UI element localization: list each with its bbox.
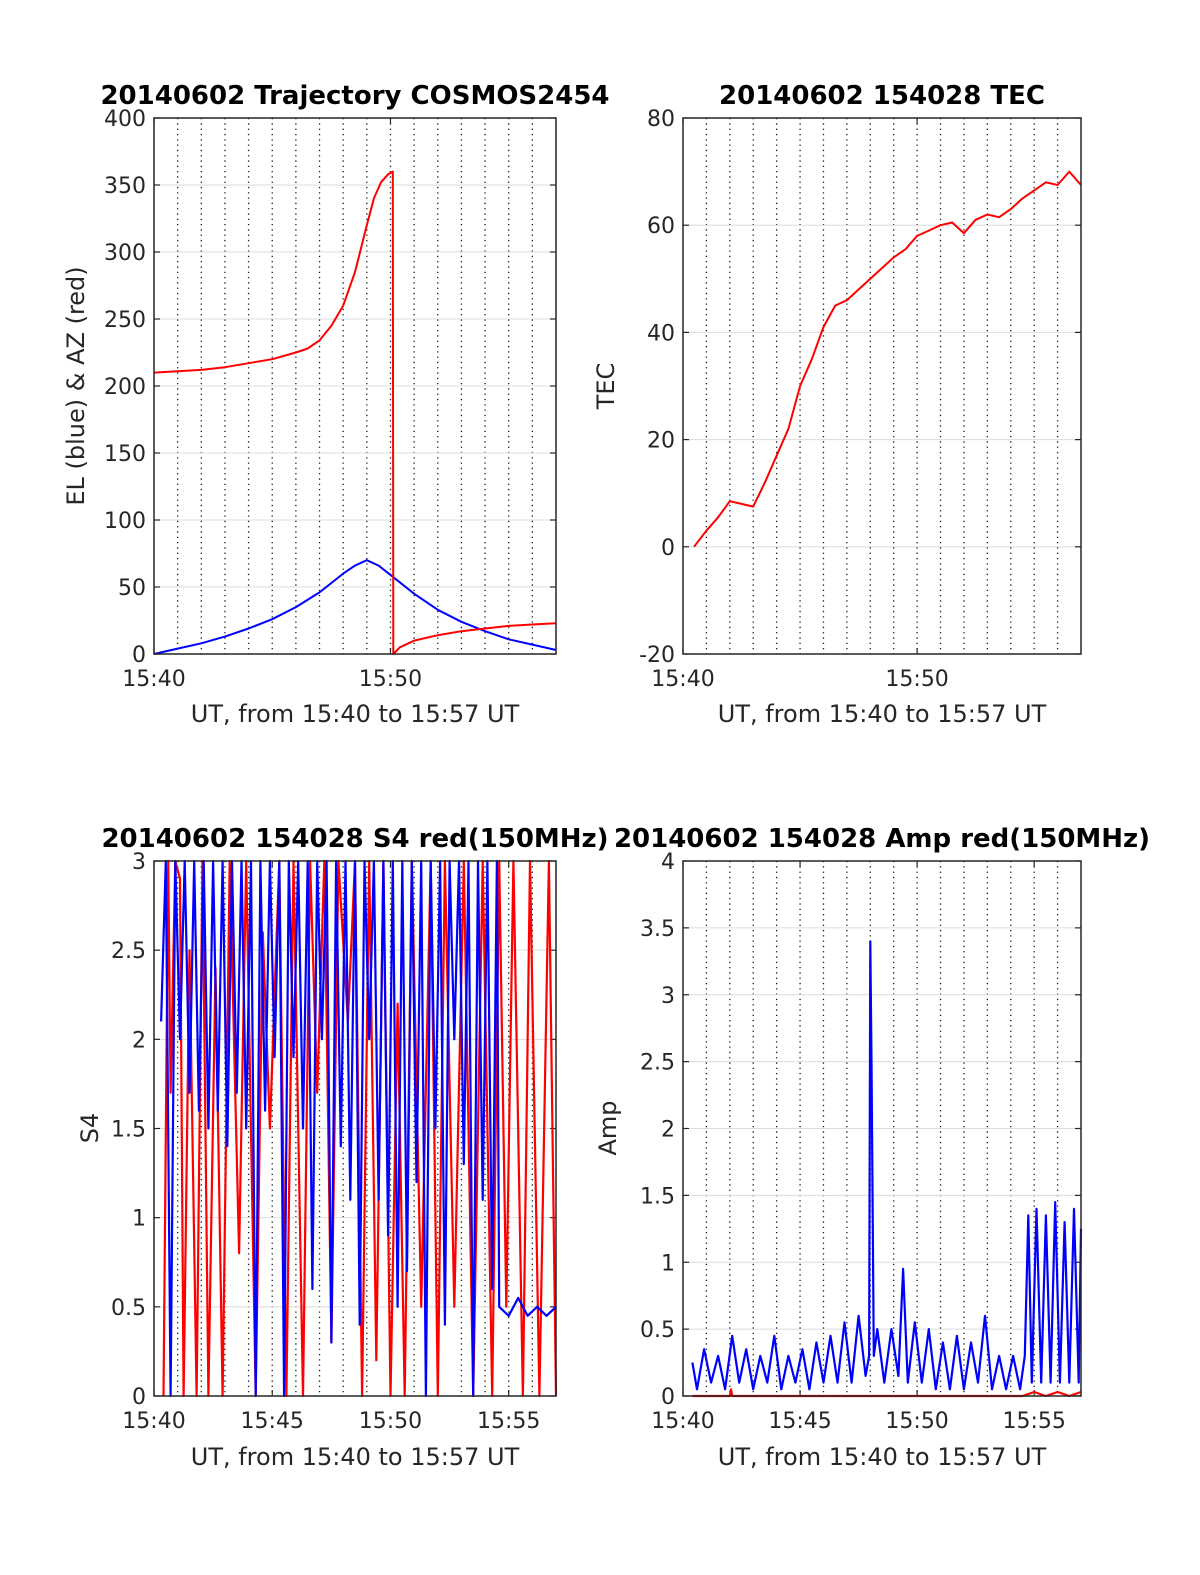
- s4-title: 20140602 154028 S4 red(150MHz): [101, 824, 608, 854]
- amp-series: [691, 940, 1083, 1398]
- amp-ylabel: Amp: [594, 1100, 622, 1155]
- tec-ylabel: TEC: [592, 363, 620, 411]
- s4-ytick-label: 1.5: [111, 1118, 146, 1143]
- tec-xlabel: UT, from 15:40 to 15:57 UT: [718, 700, 1047, 728]
- amp-series-blue-line: [691, 940, 1083, 1391]
- amp-xtick-label: 15:45: [768, 1409, 831, 1434]
- s4-ytick-label: 2: [132, 1028, 146, 1053]
- s4-axes-box: [153, 860, 557, 1397]
- tec-ytick-label: 80: [647, 107, 675, 132]
- trajectory-ytick-label: 250: [104, 308, 146, 333]
- tec-ytick-label: 60: [647, 214, 675, 239]
- s4-xtick-label: 15:40: [122, 1409, 185, 1434]
- trajectory-xtick-label: 15:40: [122, 667, 185, 692]
- s4-ytick-label: 0.5: [111, 1296, 146, 1321]
- trajectory-ytick-label: 50: [118, 576, 146, 601]
- amp-title: 20140602 154028 Amp red(150MHz): [614, 824, 1150, 854]
- tec-title: 20140602 154028 TEC: [719, 81, 1045, 111]
- s4-panel: 20140602 154028 S4 red(150MHz) 0 0.5 1 1.5 2…: [76, 824, 609, 1471]
- tec-xtick-label: 15:40: [651, 667, 714, 692]
- s4-xlabel: UT, from 15:40 to 15:57 UT: [191, 1443, 520, 1471]
- amp-ytick-label: 4: [661, 850, 675, 875]
- trajectory-axes-box: [153, 117, 557, 655]
- trajectory-grid: [153, 117, 556, 655]
- tec-tick-labels: -20 0 20 40 60 80 15:40 15:50: [639, 107, 949, 692]
- trajectory-series: [153, 170, 557, 655]
- trajectory-xlabel: UT, from 15:40 to 15:57 UT: [191, 700, 520, 728]
- trajectory-ytick-label: 200: [104, 375, 146, 400]
- trajectory-ytick-label: 300: [104, 241, 146, 266]
- trajectory-ytick-label: 400: [104, 107, 146, 132]
- s4-ytick-label: 0: [132, 1385, 146, 1410]
- trajectory-ytick-label: 0: [132, 643, 146, 668]
- amp-grid: [682, 860, 1081, 1397]
- amp-ytick-label: 2.5: [640, 1051, 675, 1076]
- amp-ytick-label: 2: [661, 1118, 675, 1143]
- amp-ytick-label: 0.5: [640, 1318, 675, 1343]
- amp-xtick-label: 15:40: [651, 1409, 714, 1434]
- amp-ytick-label: 1.5: [640, 1184, 675, 1209]
- s4-ytick-label: 2.5: [111, 939, 146, 964]
- trajectory-ytick-label: 150: [104, 442, 146, 467]
- tec-ytick-label: 0: [661, 536, 675, 561]
- amp-ytick-label: 1: [661, 1251, 675, 1276]
- s4-ytick-label: 3: [132, 850, 146, 875]
- s4-tick-labels: 0 0.5 1 1.5 2 2.5 3 15:40 15:45 15:50 15:55: [111, 850, 540, 1434]
- amp-ytick-label: 3.5: [640, 917, 675, 942]
- amp-xtick-label: 15:50: [885, 1409, 948, 1434]
- tec-grid: [682, 117, 1081, 655]
- amp-xlabel: UT, from 15:40 to 15:57 UT: [718, 1443, 1047, 1471]
- tec-panel: 20140602 154028 TEC -20 0 20 40 60 80 15:40 15:…: [592, 81, 1082, 728]
- s4-ytick-label: 1: [132, 1207, 146, 1232]
- s4-ylabel: S4: [76, 1113, 104, 1144]
- tec-ytick-label: 20: [647, 429, 675, 454]
- trajectory-xtick-label: 15:50: [359, 667, 422, 692]
- tec-series: [693, 170, 1082, 548]
- trajectory-series-blue-line: [153, 559, 557, 655]
- tec-ytick-label: 40: [647, 321, 675, 346]
- amp-tick-labels: 0 0.5 1 1.5 2 2.5 3 3.5 4 15:40 15:45 15:50 15:55: [640, 850, 1066, 1434]
- s4-xtick-label: 15:50: [359, 1409, 422, 1434]
- amp-series-red-line: [692, 1388, 1082, 1398]
- s4-xtick-label: 15:45: [241, 1409, 304, 1434]
- trajectory-ylabel: EL (blue) & AZ (red): [62, 266, 90, 505]
- tec-xtick-label: 15:50: [885, 667, 948, 692]
- tec-series-red-line: [693, 170, 1082, 548]
- trajectory-ytick-label: 100: [104, 509, 146, 534]
- trajectory-title: 20140602 Trajectory COSMOS2454: [100, 81, 609, 111]
- tec-ytick-label: -20: [639, 643, 675, 668]
- amp-ytick-label: 3: [661, 984, 675, 1009]
- amp-panel: 20140602 154028 Amp red(150MHz) 0 0.5 1 1.5…: [594, 824, 1150, 1471]
- trajectory-series-red-line: [153, 170, 557, 655]
- tec-axes-box: [682, 117, 1082, 655]
- trajectory-panel: 20140602 Trajectory COSMOS2454 0 50 100 150…: [62, 81, 610, 728]
- trajectory-ytick-label: 350: [104, 174, 146, 199]
- amp-axes-box: [682, 860, 1082, 1397]
- s4-xtick-label: 15:55: [477, 1409, 540, 1434]
- amp-xtick-label: 15:55: [1002, 1409, 1065, 1434]
- amp-ytick-label: 0: [661, 1385, 675, 1410]
- trajectory-tick-labels: 0 50 100 150 200 250 300 350 400 15:40 15:50: [104, 107, 422, 692]
